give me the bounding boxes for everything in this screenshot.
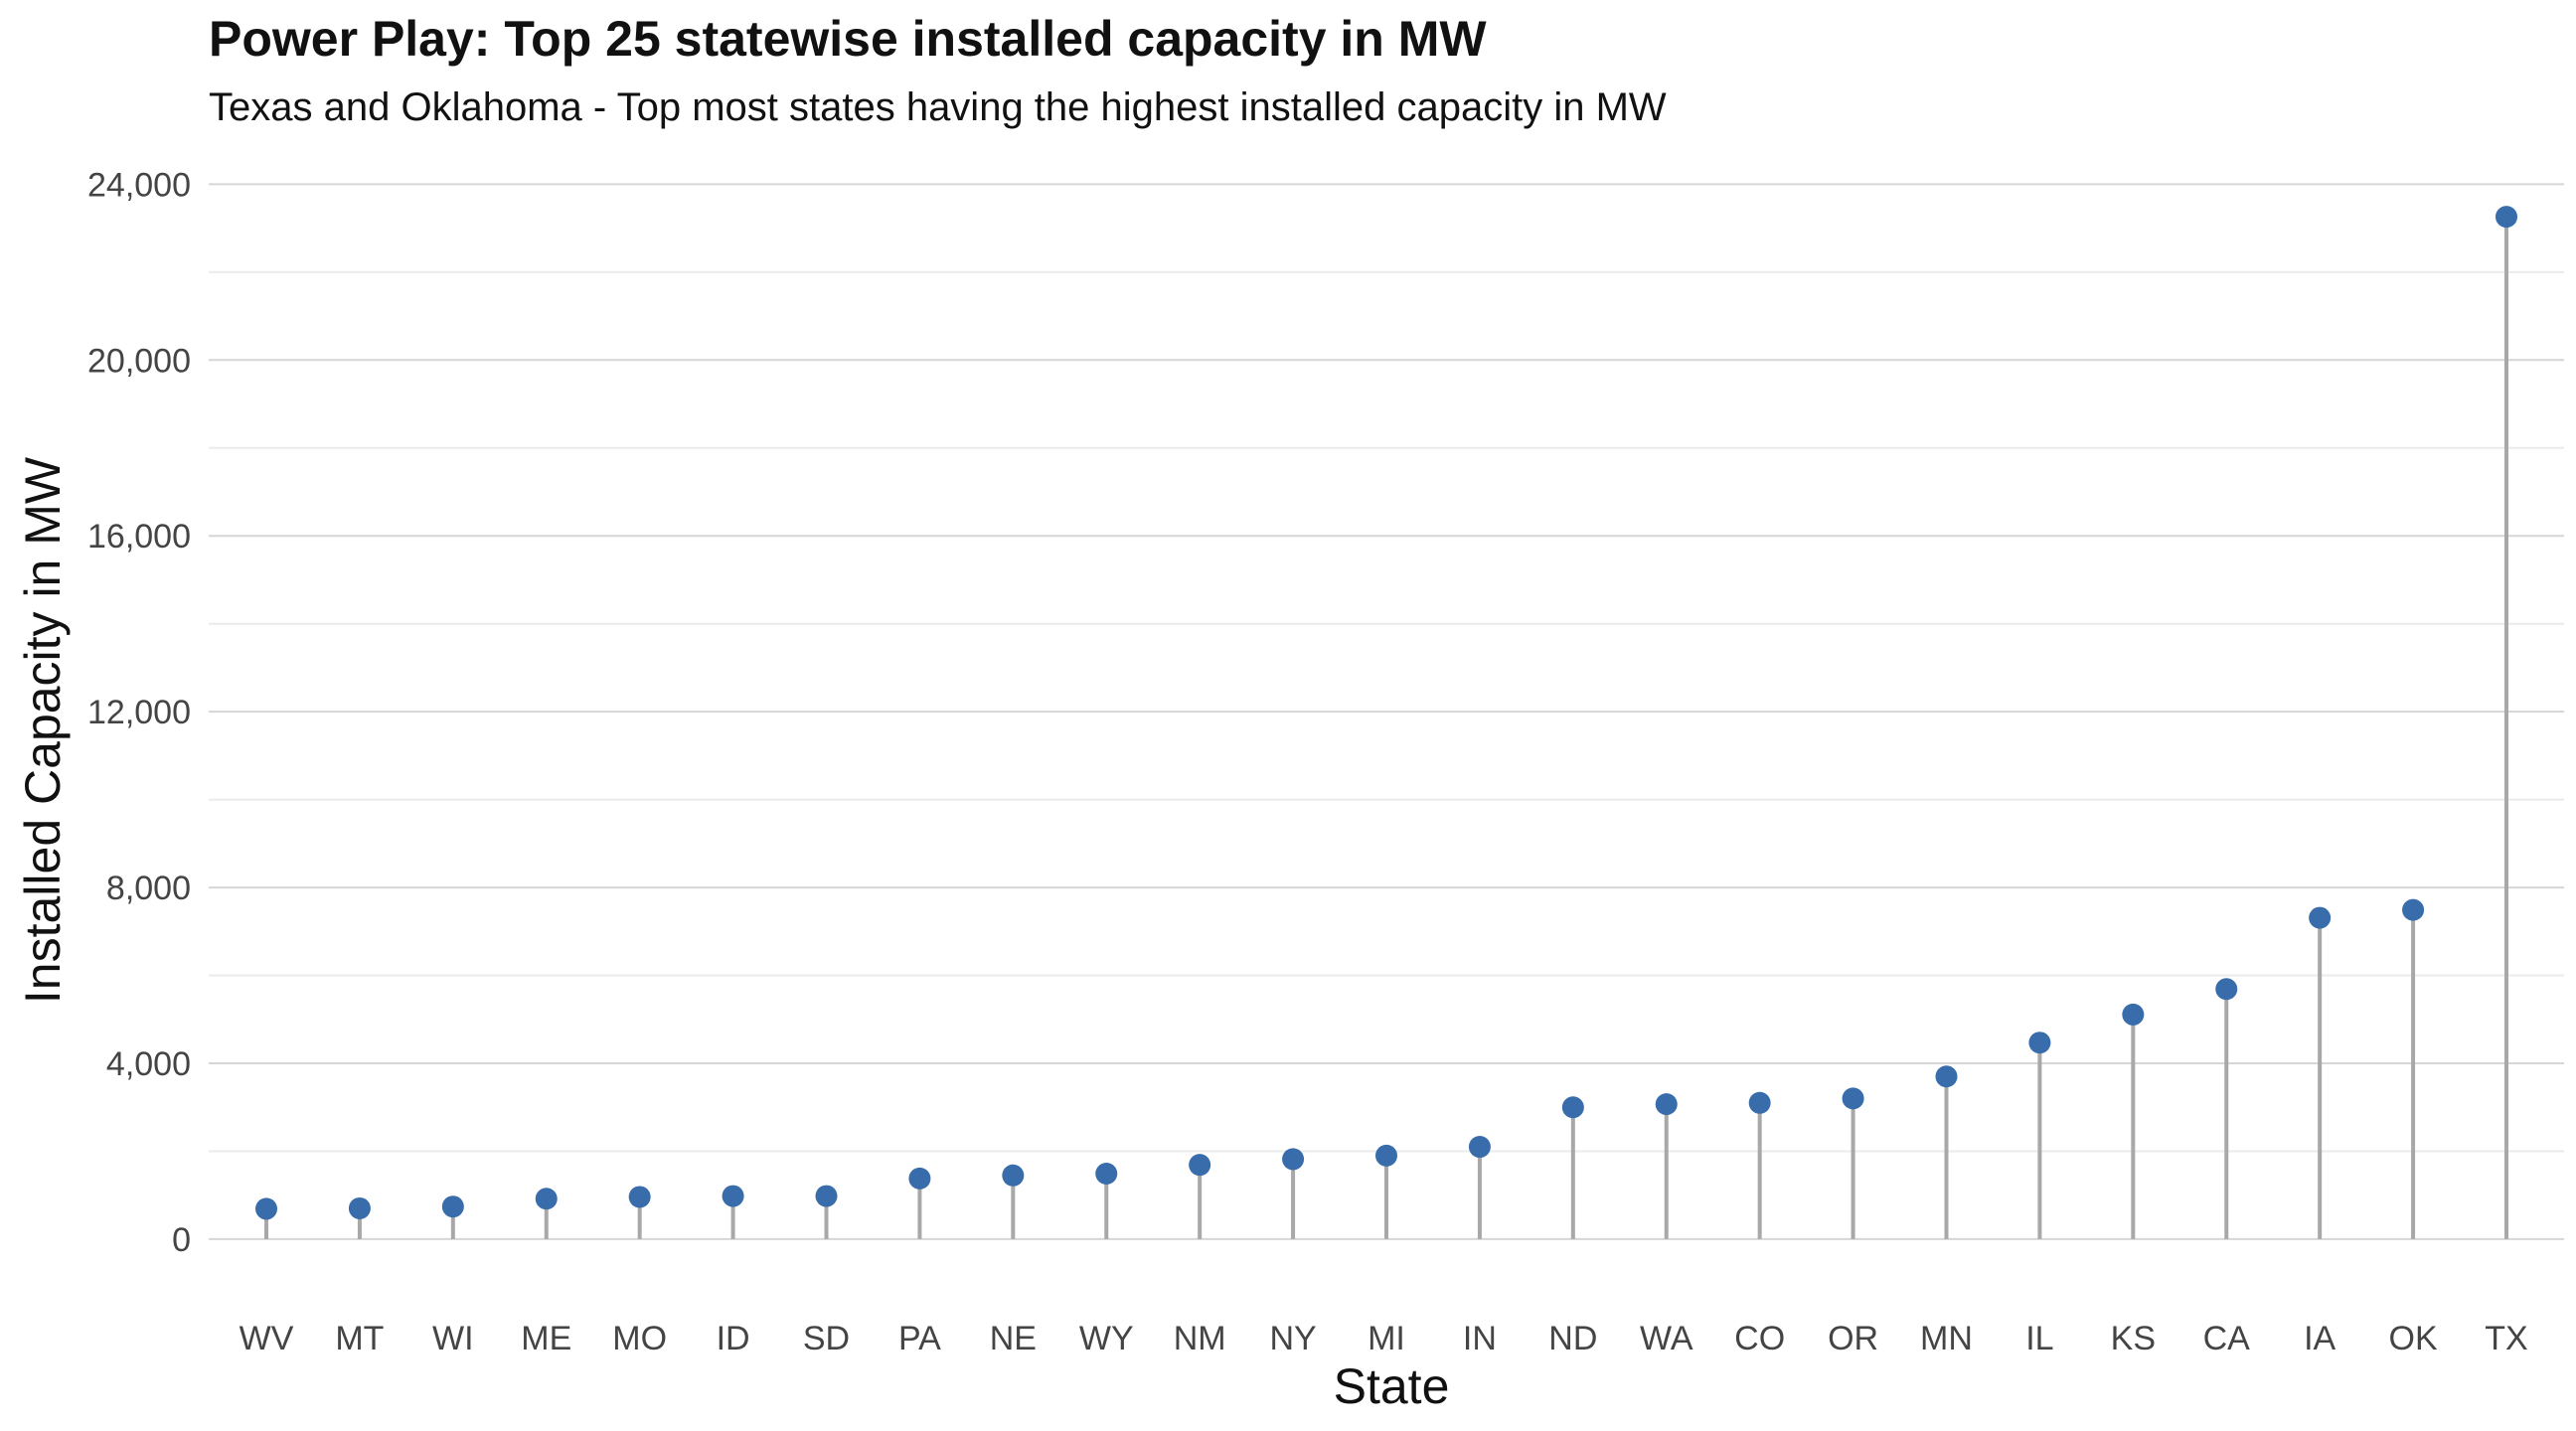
x-axis-ticks: WV MT WI ME MO ID SD PA NE WY NM NY MI IN ND WA CO OR MN IL… — [240, 1320, 2528, 1357]
x-tick-label: IN — [1463, 1320, 1497, 1357]
point-ia — [2309, 906, 2332, 929]
point-tx — [2496, 206, 2517, 229]
point-ok — [2402, 898, 2425, 921]
x-tick-label: SD — [803, 1320, 850, 1357]
point-mt — [348, 1196, 371, 1219]
point-layer — [255, 206, 2517, 1220]
point-nd — [1561, 1096, 1584, 1119]
x-tick-label: WY — [1079, 1320, 1134, 1357]
x-tick-label: WI — [432, 1320, 474, 1357]
x-tick-label: ID — [717, 1320, 750, 1357]
y-tick-label: 4,000 — [106, 1045, 191, 1083]
point-mo — [628, 1186, 651, 1208]
x-tick-label: NM — [1174, 1320, 1226, 1357]
y-tick-label: 12,000 — [87, 694, 191, 731]
x-tick-label: MN — [1920, 1320, 1973, 1357]
x-tick-label: CO — [1734, 1320, 1785, 1357]
point-pa — [908, 1167, 931, 1190]
point-ca — [2215, 978, 2238, 1001]
point-mn — [1935, 1065, 1958, 1088]
x-tick-label: OK — [2389, 1320, 2438, 1357]
point-co — [1748, 1091, 1771, 1114]
y-tick-label: 24,000 — [87, 166, 191, 204]
y-tick-label: 8,000 — [106, 870, 191, 907]
point-wi — [441, 1195, 464, 1218]
point-mi — [1375, 1144, 1397, 1167]
x-tick-label: WA — [1640, 1320, 1693, 1357]
y-tick-label: 0 — [172, 1221, 191, 1259]
chart-title: Power Play: Top 25 statewise installed c… — [209, 11, 1487, 67]
point-in — [1468, 1136, 1491, 1159]
y-axis-ticks: 0 4,000 8,000 12,000 16,000 20,000 24,000 — [87, 166, 191, 1259]
stem-layer — [264, 217, 2508, 1239]
y-axis-title: Installed Capacity in MW — [15, 456, 71, 1004]
point-ks — [2122, 1003, 2145, 1026]
y-tick-label: 16,000 — [87, 518, 191, 556]
x-tick-label: PA — [898, 1320, 941, 1357]
point-or — [1842, 1087, 1864, 1110]
grid-layer — [209, 183, 2564, 1240]
x-tick-label: MT — [335, 1320, 384, 1357]
x-tick-label: MO — [612, 1320, 667, 1357]
point-il — [2028, 1032, 2051, 1054]
point-wv — [255, 1197, 277, 1220]
point-ne — [1002, 1164, 1025, 1187]
point-nm — [1189, 1154, 1211, 1177]
point-ny — [1282, 1148, 1305, 1171]
x-tick-label: WV — [240, 1320, 294, 1357]
point-sd — [815, 1185, 838, 1207]
point-wa — [1655, 1093, 1678, 1116]
x-tick-label: IA — [2304, 1320, 2335, 1357]
x-axis-title: State — [1334, 1358, 1450, 1414]
y-tick-label: 20,000 — [87, 342, 191, 380]
x-tick-label: OR — [1828, 1320, 1878, 1357]
x-tick-label: NY — [1269, 1320, 1316, 1357]
x-tick-label: TX — [2485, 1320, 2527, 1357]
x-tick-label: IL — [2025, 1320, 2053, 1357]
x-tick-label: ND — [1548, 1320, 1597, 1357]
x-tick-label: KS — [2111, 1320, 2156, 1357]
chart-subtitle: Texas and Oklahoma - Top most states hav… — [209, 85, 1667, 129]
point-me — [535, 1188, 558, 1210]
point-wy — [1095, 1163, 1118, 1186]
x-tick-label: MI — [1368, 1320, 1405, 1357]
x-tick-label: NE — [990, 1320, 1037, 1357]
point-id — [722, 1185, 744, 1207]
x-tick-label: CA — [2203, 1320, 2251, 1357]
x-tick-label: ME — [521, 1320, 571, 1357]
